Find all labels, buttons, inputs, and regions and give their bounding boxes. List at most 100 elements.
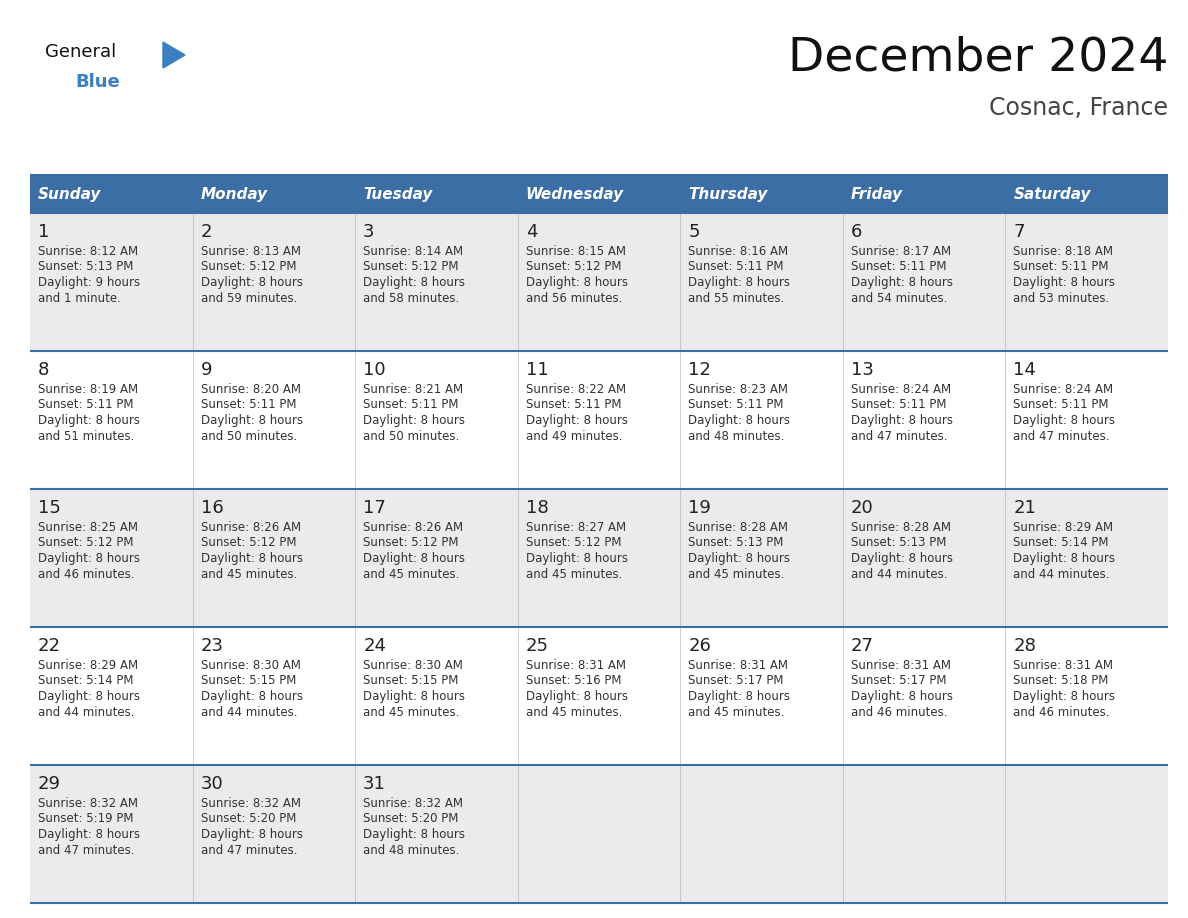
Text: Sunset: 5:11 PM: Sunset: 5:11 PM xyxy=(851,261,947,274)
Text: Daylight: 8 hours: Daylight: 8 hours xyxy=(688,276,790,289)
Bar xyxy=(30,765,1168,903)
Text: Sunrise: 8:24 AM: Sunrise: 8:24 AM xyxy=(1013,383,1113,396)
Text: and 55 minutes.: and 55 minutes. xyxy=(688,292,784,305)
Text: 22: 22 xyxy=(38,637,61,655)
Text: and 47 minutes.: and 47 minutes. xyxy=(851,430,947,442)
Text: Sunset: 5:11 PM: Sunset: 5:11 PM xyxy=(1013,398,1108,411)
Text: Sunrise: 8:32 AM: Sunrise: 8:32 AM xyxy=(364,797,463,810)
Text: Sunset: 5:12 PM: Sunset: 5:12 PM xyxy=(526,261,621,274)
Text: Sunrise: 8:19 AM: Sunrise: 8:19 AM xyxy=(38,383,138,396)
Bar xyxy=(30,627,1168,765)
Text: and 45 minutes.: and 45 minutes. xyxy=(688,567,784,580)
Text: Daylight: 8 hours: Daylight: 8 hours xyxy=(201,414,303,427)
Text: Daylight: 8 hours: Daylight: 8 hours xyxy=(526,414,627,427)
Text: 24: 24 xyxy=(364,637,386,655)
Text: and 48 minutes.: and 48 minutes. xyxy=(364,844,460,856)
Text: and 53 minutes.: and 53 minutes. xyxy=(1013,292,1110,305)
Bar xyxy=(30,175,1168,213)
Bar xyxy=(30,351,1168,489)
Text: Sunrise: 8:31 AM: Sunrise: 8:31 AM xyxy=(1013,659,1113,672)
Text: Sunset: 5:12 PM: Sunset: 5:12 PM xyxy=(526,536,621,550)
Text: Sunrise: 8:25 AM: Sunrise: 8:25 AM xyxy=(38,521,138,534)
Text: Daylight: 8 hours: Daylight: 8 hours xyxy=(201,552,303,565)
Text: and 51 minutes.: and 51 minutes. xyxy=(38,430,134,442)
Text: Sunrise: 8:27 AM: Sunrise: 8:27 AM xyxy=(526,521,626,534)
Text: Sunset: 5:17 PM: Sunset: 5:17 PM xyxy=(851,675,947,688)
Text: Sunset: 5:16 PM: Sunset: 5:16 PM xyxy=(526,675,621,688)
Text: Daylight: 8 hours: Daylight: 8 hours xyxy=(851,552,953,565)
Text: Daylight: 8 hours: Daylight: 8 hours xyxy=(38,690,140,703)
Text: 6: 6 xyxy=(851,223,862,241)
Text: and 58 minutes.: and 58 minutes. xyxy=(364,292,460,305)
Text: Sunrise: 8:23 AM: Sunrise: 8:23 AM xyxy=(688,383,789,396)
Text: Daylight: 8 hours: Daylight: 8 hours xyxy=(526,690,627,703)
Text: Daylight: 8 hours: Daylight: 8 hours xyxy=(688,414,790,427)
Text: and 45 minutes.: and 45 minutes. xyxy=(526,706,623,719)
Text: 11: 11 xyxy=(526,361,549,379)
Text: Daylight: 8 hours: Daylight: 8 hours xyxy=(364,690,466,703)
Text: Sunset: 5:11 PM: Sunset: 5:11 PM xyxy=(688,398,784,411)
Text: 29: 29 xyxy=(38,775,61,793)
Text: Sunrise: 8:24 AM: Sunrise: 8:24 AM xyxy=(851,383,950,396)
Text: Daylight: 8 hours: Daylight: 8 hours xyxy=(526,276,627,289)
Text: Sunrise: 8:29 AM: Sunrise: 8:29 AM xyxy=(1013,521,1113,534)
Polygon shape xyxy=(163,42,185,68)
Text: Daylight: 8 hours: Daylight: 8 hours xyxy=(364,414,466,427)
Text: and 45 minutes.: and 45 minutes. xyxy=(364,706,460,719)
Text: Daylight: 8 hours: Daylight: 8 hours xyxy=(201,276,303,289)
Text: Sunset: 5:13 PM: Sunset: 5:13 PM xyxy=(688,536,784,550)
Text: and 56 minutes.: and 56 minutes. xyxy=(526,292,623,305)
Text: Sunset: 5:11 PM: Sunset: 5:11 PM xyxy=(201,398,296,411)
Text: and 46 minutes.: and 46 minutes. xyxy=(851,706,947,719)
Text: and 49 minutes.: and 49 minutes. xyxy=(526,430,623,442)
Text: Daylight: 8 hours: Daylight: 8 hours xyxy=(364,276,466,289)
Text: Daylight: 8 hours: Daylight: 8 hours xyxy=(1013,690,1116,703)
Text: and 46 minutes.: and 46 minutes. xyxy=(38,567,134,580)
Text: Tuesday: Tuesday xyxy=(364,186,432,201)
Text: and 44 minutes.: and 44 minutes. xyxy=(201,706,297,719)
Text: Sunrise: 8:30 AM: Sunrise: 8:30 AM xyxy=(201,659,301,672)
Text: 17: 17 xyxy=(364,499,386,517)
Text: Sunrise: 8:20 AM: Sunrise: 8:20 AM xyxy=(201,383,301,396)
Text: Sunrise: 8:28 AM: Sunrise: 8:28 AM xyxy=(688,521,789,534)
Text: and 47 minutes.: and 47 minutes. xyxy=(1013,430,1110,442)
Text: Sunset: 5:15 PM: Sunset: 5:15 PM xyxy=(364,675,459,688)
Text: 21: 21 xyxy=(1013,499,1036,517)
Text: Sunrise: 8:18 AM: Sunrise: 8:18 AM xyxy=(1013,245,1113,258)
Text: Blue: Blue xyxy=(75,73,120,91)
Text: Sunset: 5:11 PM: Sunset: 5:11 PM xyxy=(38,398,133,411)
Text: Sunset: 5:19 PM: Sunset: 5:19 PM xyxy=(38,812,133,825)
Text: Sunset: 5:13 PM: Sunset: 5:13 PM xyxy=(38,261,133,274)
Text: Sunset: 5:12 PM: Sunset: 5:12 PM xyxy=(201,261,296,274)
Text: and 44 minutes.: and 44 minutes. xyxy=(851,567,947,580)
Text: Cosnac, France: Cosnac, France xyxy=(988,96,1168,120)
Text: Saturday: Saturday xyxy=(1013,186,1091,201)
Text: and 44 minutes.: and 44 minutes. xyxy=(38,706,134,719)
Text: 18: 18 xyxy=(526,499,549,517)
Text: Wednesday: Wednesday xyxy=(526,186,624,201)
Text: Daylight: 8 hours: Daylight: 8 hours xyxy=(38,552,140,565)
Text: and 59 minutes.: and 59 minutes. xyxy=(201,292,297,305)
Text: Sunset: 5:11 PM: Sunset: 5:11 PM xyxy=(364,398,459,411)
Text: Sunrise: 8:31 AM: Sunrise: 8:31 AM xyxy=(688,659,789,672)
Text: 27: 27 xyxy=(851,637,874,655)
Text: Daylight: 8 hours: Daylight: 8 hours xyxy=(1013,276,1116,289)
Text: Sunrise: 8:12 AM: Sunrise: 8:12 AM xyxy=(38,245,138,258)
Text: 4: 4 xyxy=(526,223,537,241)
Text: Sunrise: 8:32 AM: Sunrise: 8:32 AM xyxy=(38,797,138,810)
Text: 14: 14 xyxy=(1013,361,1036,379)
Text: Daylight: 8 hours: Daylight: 8 hours xyxy=(38,828,140,841)
Text: Thursday: Thursday xyxy=(688,186,767,201)
Text: Daylight: 8 hours: Daylight: 8 hours xyxy=(851,690,953,703)
Text: and 45 minutes.: and 45 minutes. xyxy=(201,567,297,580)
Text: Sunrise: 8:13 AM: Sunrise: 8:13 AM xyxy=(201,245,301,258)
Text: Sunset: 5:18 PM: Sunset: 5:18 PM xyxy=(1013,675,1108,688)
Text: 7: 7 xyxy=(1013,223,1025,241)
Text: Daylight: 8 hours: Daylight: 8 hours xyxy=(688,690,790,703)
Text: Sunrise: 8:16 AM: Sunrise: 8:16 AM xyxy=(688,245,789,258)
Text: and 54 minutes.: and 54 minutes. xyxy=(851,292,947,305)
Text: Daylight: 8 hours: Daylight: 8 hours xyxy=(851,414,953,427)
Text: 28: 28 xyxy=(1013,637,1036,655)
Text: Daylight: 9 hours: Daylight: 9 hours xyxy=(38,276,140,289)
Text: Sunrise: 8:15 AM: Sunrise: 8:15 AM xyxy=(526,245,626,258)
